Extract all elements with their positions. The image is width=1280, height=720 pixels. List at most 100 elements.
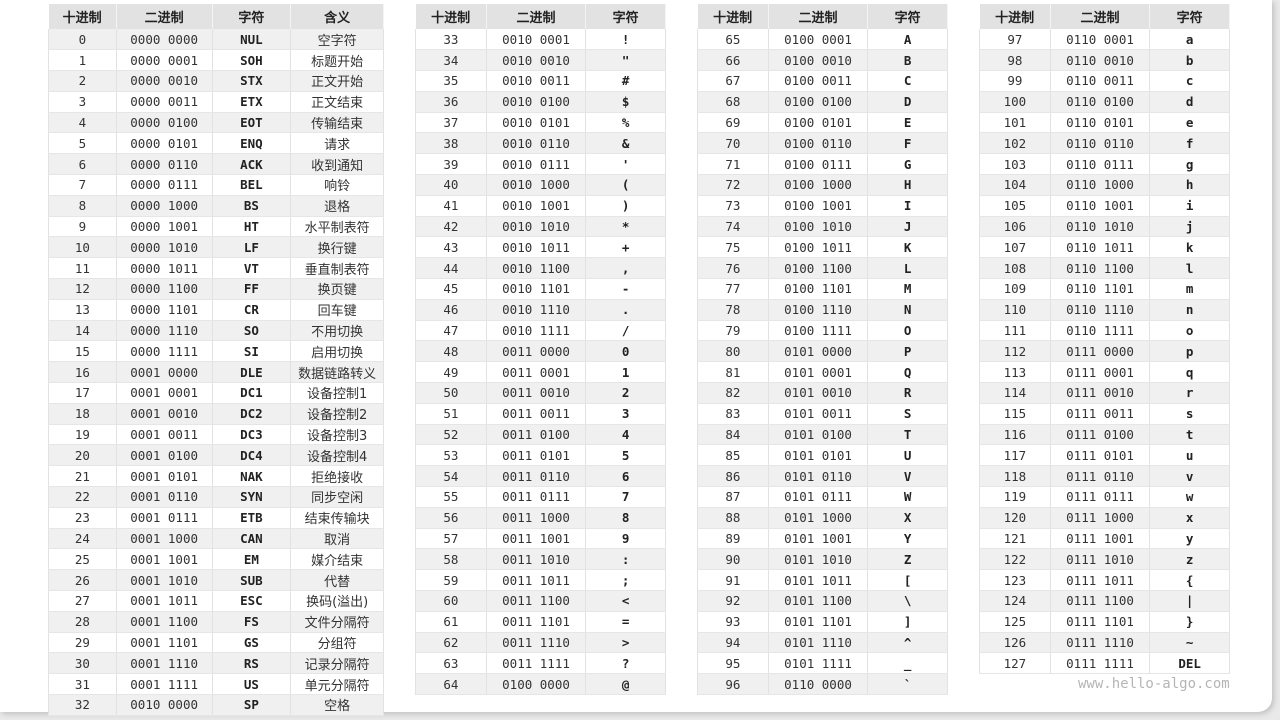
binary-cell: 0001 0001 [116, 382, 213, 404]
decimal-cell: 51 [415, 403, 487, 425]
decimal-cell: 67 [697, 70, 769, 92]
table-row: 5 0000 0101 ENQ 请求 [48, 132, 384, 155]
decimal-cell: 104 [979, 174, 1051, 196]
table-row: 39 0010 0111 ' [415, 153, 666, 176]
table-row: 20 0001 0100 DC4 设备控制4 [48, 444, 384, 467]
table-row: 48 0011 0000 0 [415, 340, 666, 363]
table-row: 9 0000 1001 HT 水平制表符 [48, 216, 384, 238]
decimal-cell: 6 [48, 153, 117, 176]
table-row: 42 0010 1010 * [415, 216, 666, 238]
decimal-cell: 127 [979, 652, 1051, 675]
char-cell: C [867, 70, 948, 92]
char-cell: = [585, 611, 666, 633]
meaning-cell: 设备控制3 [290, 424, 384, 446]
table-row: 117 0111 0101 u [979, 444, 1230, 467]
table-row: 44 0010 1100, [415, 257, 666, 280]
meaning-cell: 换行键 [290, 236, 384, 259]
decimal-cell: 123 [979, 569, 1051, 592]
table-row: 34 0010 0010 " [415, 49, 666, 72]
char-cell: { [1149, 569, 1230, 592]
table-row: 81 0101 0001 Q [697, 361, 948, 384]
table-row: 7 0000 0111 BEL 响铃 [48, 174, 384, 196]
binary-cell: 0101 0100 [768, 424, 869, 446]
binary-cell: 0100 0000 [486, 673, 587, 695]
decimal-cell: 59 [415, 569, 487, 592]
ascii-table-lowercase: 十进制 二进制 字符 97 0110 0001 a 98 0110 0010 b 99 011… [979, 4, 1230, 675]
char-cell: DEL [1149, 652, 1230, 675]
char-cell: + [585, 236, 666, 259]
table-row: 53 0011 0101 5 [415, 444, 666, 467]
char-cell: 3 [585, 403, 666, 425]
decimal-cell: 92 [697, 590, 769, 612]
binary-cell: 0010 0001 [486, 29, 587, 51]
char-cell: DC4 [212, 444, 292, 467]
char-cell: HT [212, 216, 292, 238]
binary-cell: 0011 0010 [486, 382, 587, 404]
char-cell: SUB [212, 569, 292, 592]
char-cell: , [585, 257, 666, 280]
binary-cell: 0101 1001 [768, 528, 869, 550]
meaning-cell: 垂直制表符 [290, 257, 384, 280]
decimal-cell: 86 [697, 465, 769, 488]
decimal-cell: 121 [979, 528, 1051, 550]
table-row: 98 0110 0010 b [979, 49, 1230, 72]
binary-cell: 0110 1111 [1050, 320, 1151, 342]
decimal-cell: 87 [697, 486, 769, 508]
binary-cell: 0011 1100 [486, 590, 587, 612]
binary-cell: 0100 0111 [768, 153, 869, 176]
binary-cell: 0000 0000 [116, 29, 213, 51]
binary-cell: 0110 1100 [1050, 257, 1151, 280]
meaning-cell: 设备控制4 [290, 444, 384, 467]
table-row: 79 0100 1111 O [697, 320, 948, 342]
char-cell: : [585, 548, 666, 571]
decimal-cell: 78 [697, 299, 769, 321]
char-cell: d [1149, 91, 1230, 113]
table-row: 105 0110 1001 i [979, 195, 1230, 217]
decimal-cell: 27 [48, 590, 117, 612]
char-cell: Z [867, 548, 948, 571]
char-cell: ' [585, 153, 666, 176]
char-cell: s [1149, 403, 1230, 425]
table-row: 2 0000 0010 STX 正文开始 [48, 70, 384, 92]
char-cell: GS [212, 632, 292, 654]
table-row: 91 0101 1011[ [697, 569, 948, 592]
char-cell: NUL [212, 29, 292, 51]
char-cell: % [585, 112, 666, 134]
table-row: 61 0011 1101 = [415, 611, 666, 633]
meaning-cell: 结束传输块 [290, 507, 384, 529]
table-row: 127 0111 1111 DEL [979, 652, 1230, 675]
table-row: 15 0000 1111 SI 启用切换 [48, 340, 384, 363]
table-row: 76 0100 1100 L [697, 257, 948, 280]
decimal-cell: 10 [48, 236, 117, 259]
char-cell: " [585, 49, 666, 72]
char-cell: * [585, 216, 666, 238]
decimal-cell: 39 [415, 153, 487, 176]
char-cell: US [212, 673, 292, 695]
binary-cell: 0011 1010 [486, 548, 587, 571]
meaning-cell: 不用切换 [290, 320, 384, 342]
decimal-cell: 53 [415, 444, 487, 467]
table-row: 90 0101 1010 Z [697, 548, 948, 571]
meaning-cell: 换码(溢出) [290, 590, 384, 612]
header-decimal: 十进制 [979, 4, 1051, 29]
binary-cell: 0100 1011 [768, 236, 869, 259]
binary-cell: 0111 1010 [1050, 548, 1151, 571]
char-cell: l [1149, 257, 1230, 280]
char-cell: u [1149, 444, 1230, 467]
table-row: 83 0101 0011 S [697, 403, 948, 425]
binary-cell: 0011 1000 [486, 507, 587, 529]
decimal-cell: 32 [48, 694, 117, 716]
decimal-cell: 94 [697, 632, 769, 654]
decimal-cell: 8 [48, 195, 117, 217]
char-cell: g [1149, 153, 1230, 176]
watermark: www.hello-algo.com [1078, 676, 1230, 692]
char-cell: SYN [212, 486, 292, 508]
table-row: 12 0000 1100 FF 换页键 [48, 278, 384, 300]
decimal-cell: 7 [48, 174, 117, 196]
table-row: 87 0101 0111 W [697, 486, 948, 508]
table-row: 37 0010 0101% [415, 112, 666, 134]
table-row: 43 0010 1011 + [415, 236, 666, 259]
header-char: 字符 [212, 4, 292, 29]
table-row: 77 0100 1101 M [697, 278, 948, 300]
table-row: 110 0110 1110 n [979, 299, 1230, 321]
